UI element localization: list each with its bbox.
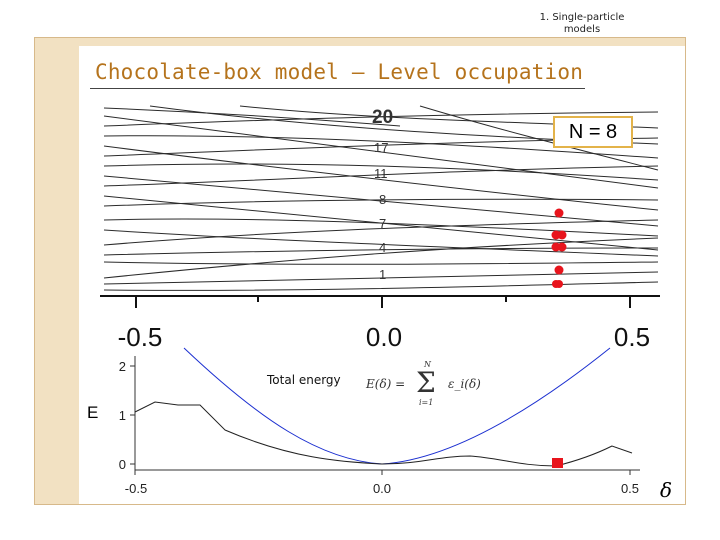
level-line xyxy=(419,105,659,171)
total-energy-curve xyxy=(134,401,633,467)
title-underline xyxy=(90,88,585,89)
occupied-dot xyxy=(557,242,567,252)
level-line xyxy=(103,135,659,159)
section-label: 1. Single-particle models xyxy=(539,12,625,35)
level-line xyxy=(103,175,659,227)
formula-lower-limit: i=1 xyxy=(419,398,434,407)
lower-y-axis-label: E xyxy=(87,403,99,422)
formula-upper-limit: N xyxy=(424,360,431,369)
level-line xyxy=(103,111,659,127)
level-line xyxy=(103,165,659,187)
particle-number-box: N = 8 xyxy=(553,116,633,148)
minimum-marker xyxy=(552,458,563,468)
level-line xyxy=(103,247,659,256)
level-label: 17 xyxy=(374,140,388,155)
level-line xyxy=(103,145,659,211)
formula-lhs: E(δ) = xyxy=(366,377,406,391)
occupied-dot xyxy=(557,230,567,240)
level-line xyxy=(103,229,659,257)
occupied-dot xyxy=(554,208,564,218)
lower-y-tick-label: 0 xyxy=(119,457,126,472)
level-label: 8 xyxy=(379,192,386,207)
level-line xyxy=(103,237,659,279)
lower-y-tick-label: 2 xyxy=(119,359,126,374)
level-label: 1 xyxy=(379,267,386,282)
energy-formula: E(δ) = N Σ i=1 ε_i(δ) xyxy=(366,360,496,410)
occupied-dots xyxy=(551,208,567,288)
formula-sum-symbol: Σ xyxy=(416,366,436,399)
level-label: 7 xyxy=(379,216,386,231)
level-line xyxy=(103,281,659,291)
level-label: 11 xyxy=(374,166,388,181)
level-line xyxy=(103,271,659,285)
energy-plot: 2 1 0 -0.5 0.0 0.5 xyxy=(119,347,640,496)
lower-x-tick-label: 0.5 xyxy=(621,481,639,496)
x-axis-symbol: δ xyxy=(660,478,673,502)
occupied-dot xyxy=(555,280,563,288)
level-line xyxy=(103,195,659,251)
lower-x-tick-label: -0.5 xyxy=(125,481,147,496)
level-line xyxy=(103,107,401,127)
upper-x-tick-label: 0.0 xyxy=(366,322,402,352)
level-line xyxy=(103,219,659,246)
total-energy-label: Total energy xyxy=(265,373,343,387)
lower-y-tick-label: 1 xyxy=(119,408,126,423)
level-line xyxy=(103,198,659,207)
level-label: 4 xyxy=(379,240,386,255)
occupied-dot xyxy=(554,265,564,275)
level-line xyxy=(103,218,659,237)
lower-x-tick-label: 0.0 xyxy=(373,481,391,496)
slide-title: Chocolate-box model – Level occupation xyxy=(95,60,584,84)
upper-x-tick-label: 0.5 xyxy=(614,322,650,352)
formula-rhs: ε_i(δ) xyxy=(448,377,481,391)
level-line xyxy=(103,261,659,265)
slide-header: 1. Single-particle models xyxy=(0,0,720,38)
upper-x-ticks xyxy=(135,296,631,308)
level-line xyxy=(103,163,659,181)
level-label: 20 xyxy=(372,107,393,128)
upper-x-tick-label: -0.5 xyxy=(118,322,163,352)
